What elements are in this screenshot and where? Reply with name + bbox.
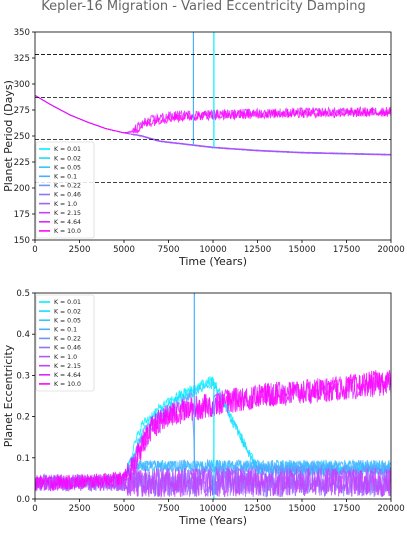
y-tick-label: 275 bbox=[14, 106, 30, 116]
x-tick-label: 10000 bbox=[199, 245, 226, 255]
x-tick-label: 12500 bbox=[244, 245, 271, 255]
legend-label: K = 2.15 bbox=[54, 210, 81, 217]
y-axis-label: Planet Eccentricity bbox=[2, 344, 15, 447]
legend-label: K = 0.01 bbox=[54, 299, 81, 306]
x-tick-label: 5000 bbox=[113, 245, 135, 255]
legend-label: K = 4.64 bbox=[54, 219, 81, 226]
x-tick-label: 17500 bbox=[333, 504, 360, 514]
y-tick-label: 0.0 bbox=[16, 495, 30, 505]
legend-label: K = 0.46 bbox=[54, 192, 81, 199]
legend-label: K = 10.0 bbox=[54, 381, 81, 388]
x-axis-label: Time (Years) bbox=[178, 514, 247, 527]
y-tick-label: 0.3 bbox=[16, 371, 30, 381]
x-tick-label: 12500 bbox=[244, 504, 271, 514]
legend-label: K = 10.0 bbox=[54, 228, 81, 235]
y-tick-label: 325 bbox=[14, 54, 30, 64]
x-tick-label: 20000 bbox=[377, 504, 404, 514]
x-tick-label: 7500 bbox=[158, 504, 180, 514]
legend-label: K = 0.02 bbox=[54, 155, 81, 162]
x-tick-label: 17500 bbox=[333, 245, 360, 255]
chart-panel-1: 0 2500 5000 7500 10000 12500 15000 17500 20000 15… bbox=[2, 28, 405, 268]
x-tick-label: 10000 bbox=[199, 504, 226, 514]
y-tick-label: 0.5 bbox=[16, 289, 30, 299]
y-tick-label: 0.1 bbox=[16, 454, 30, 464]
x-tick-label: 15000 bbox=[288, 504, 315, 514]
legend-label: K = 0.01 bbox=[54, 146, 81, 153]
y-tick-label: 175 bbox=[14, 210, 30, 220]
series-line-k-10-0 bbox=[35, 370, 391, 491]
x-tick-label: 0 bbox=[32, 245, 37, 255]
legend-box bbox=[35, 294, 95, 392]
x-axis-label: Time (Years) bbox=[178, 255, 247, 268]
series-line-k-10-0 bbox=[35, 94, 391, 135]
x-tick-label: 2500 bbox=[69, 504, 91, 514]
legend-label: K = 0.1 bbox=[54, 327, 77, 334]
legend-label: K = 0.05 bbox=[54, 164, 81, 171]
legend-box bbox=[35, 141, 95, 239]
x-tick-label: 5000 bbox=[113, 504, 135, 514]
y-tick-label: 200 bbox=[14, 184, 30, 194]
y-tick-label: 225 bbox=[14, 158, 30, 168]
legend: K = 0.01 K = 0.02 K = 0.05 K = 0.1 K = 0.22 K… bbox=[35, 141, 95, 239]
legend-label: K = 1.0 bbox=[54, 201, 77, 208]
figure-title: Kepler-16 Migration - Varied Eccentricit… bbox=[41, 0, 366, 14]
legend-label: K = 4.64 bbox=[54, 372, 81, 379]
legend-label: K = 0.46 bbox=[54, 345, 81, 352]
x-tick-label: 20000 bbox=[377, 245, 404, 255]
y-tick-label: 350 bbox=[14, 28, 30, 38]
legend-label: K = 0.02 bbox=[54, 308, 81, 315]
plot-area bbox=[35, 293, 391, 499]
legend-label: K = 0.22 bbox=[54, 183, 81, 190]
y-tick-label: 0.4 bbox=[16, 330, 30, 340]
chart-panel-2: 0 2500 5000 7500 10000 12500 15000 17500 20000 0.… bbox=[2, 289, 405, 527]
legend-label: K = 0.22 bbox=[54, 336, 81, 343]
x-tick-label: 2500 bbox=[69, 245, 91, 255]
series-line-k-4-64 bbox=[35, 95, 391, 134]
y-tick-label: 150 bbox=[14, 236, 30, 246]
legend-label: K = 0.05 bbox=[54, 317, 81, 324]
legend-label: K = 0.1 bbox=[54, 174, 77, 181]
legend: K = 0.01 K = 0.02 K = 0.05 K = 0.1 K = 0.22 K… bbox=[35, 294, 95, 392]
x-tick-label: 15000 bbox=[288, 245, 315, 255]
legend-label: K = 1.0 bbox=[54, 354, 77, 361]
plot-area bbox=[35, 32, 391, 156]
y-axis-label: Planet Period (Days) bbox=[2, 80, 15, 192]
x-tick-label: 0 bbox=[32, 504, 37, 514]
y-tick-label: 300 bbox=[14, 80, 30, 90]
y-tick-label: 0.2 bbox=[16, 413, 30, 423]
x-tick-label: 7500 bbox=[158, 245, 180, 255]
y-tick-label: 250 bbox=[14, 132, 30, 142]
legend-label: K = 2.15 bbox=[54, 363, 81, 370]
